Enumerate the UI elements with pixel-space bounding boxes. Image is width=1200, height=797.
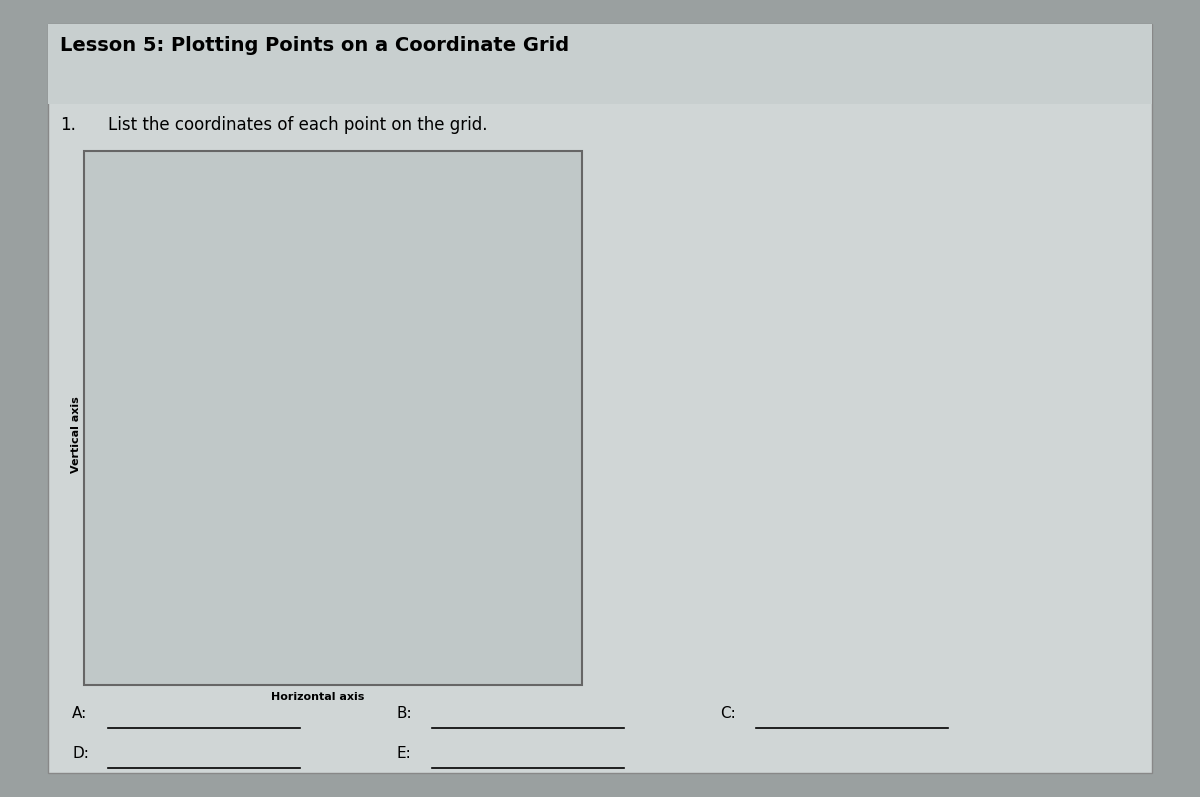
Y-axis label: Vertical axis: Vertical axis — [71, 396, 82, 473]
Text: 1.: 1. — [60, 116, 76, 134]
Text: •D: •D — [324, 582, 337, 591]
Text: A:: A: — [72, 706, 88, 721]
Text: •C: •C — [396, 462, 408, 472]
Text: E:: E: — [396, 746, 410, 761]
Text: List the coordinates of each point on the grid.: List the coordinates of each point on th… — [108, 116, 487, 134]
Text: •E: •E — [180, 183, 192, 193]
Text: B:: B: — [396, 706, 412, 721]
Text: •A: •A — [144, 303, 156, 313]
X-axis label: Horizontal axis: Horizontal axis — [271, 692, 365, 702]
Text: D:: D: — [72, 746, 89, 761]
Text: •B: •B — [288, 343, 300, 352]
Text: Lesson 5: Plotting Points on a Coordinate Grid: Lesson 5: Plotting Points on a Coordinat… — [60, 36, 569, 55]
Text: C:: C: — [720, 706, 736, 721]
